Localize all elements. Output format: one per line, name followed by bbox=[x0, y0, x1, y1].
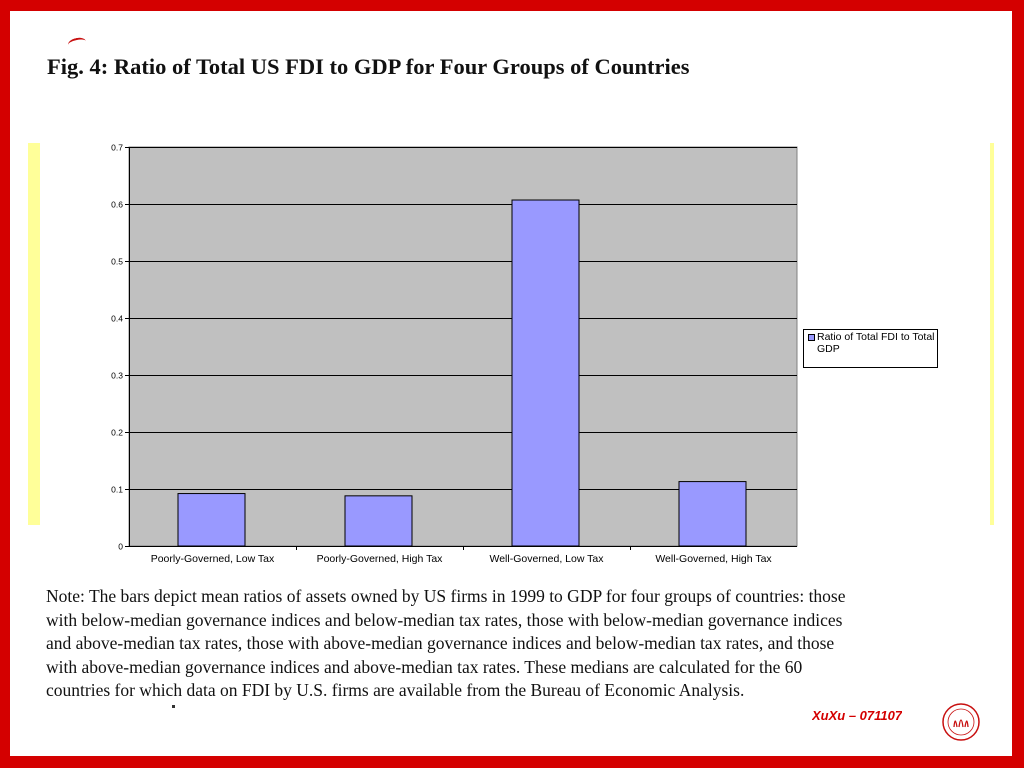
accent-strip-right bbox=[990, 143, 994, 525]
y-tick-label: 0.3 bbox=[111, 371, 123, 381]
y-tick-label: 0.6 bbox=[111, 200, 123, 210]
y-tick-label: 0.4 bbox=[111, 314, 123, 324]
x-tick-label: Poorly-Governed, High Tax bbox=[317, 553, 444, 565]
x-tick-label: Poorly-Governed, Low Tax bbox=[151, 553, 275, 565]
figure-note: Note: The bars depict mean ratios of ass… bbox=[46, 585, 994, 703]
footer-author-date: XuXu – 071107 bbox=[812, 708, 903, 720]
legend-label: Ratio of Total FDI to Total GDP bbox=[817, 331, 935, 355]
bar bbox=[344, 495, 413, 547]
bar-chart: 0 0.1 0.2 0.3 0.4 0.5 0.6 0.7 Poorly-Governed, L… bbox=[111, 143, 798, 565]
x-tick-label: Well-Governed, Low Tax bbox=[490, 553, 605, 565]
legend-swatch bbox=[808, 334, 815, 341]
stray-mark bbox=[172, 705, 175, 708]
note-line: with above-median governance indices and… bbox=[46, 656, 803, 677]
logo-swoosh-icon bbox=[67, 36, 87, 50]
note-line: countries for which data on FDI by U.S. … bbox=[46, 680, 745, 701]
note-line: and above-median tax rates, those with a… bbox=[46, 633, 835, 654]
bar bbox=[511, 199, 580, 547]
y-tick-label: 0.7 bbox=[111, 143, 123, 153]
note-line: Note: The bars depict mean ratios of ass… bbox=[46, 586, 846, 606]
bar bbox=[678, 481, 747, 547]
university-seal-icon bbox=[942, 703, 980, 741]
chart-legend: Ratio of Total FDI to Total GDP bbox=[803, 329, 938, 368]
x-tick-label: Well-Governed, High Tax bbox=[655, 553, 772, 565]
y-tick-label: 0.1 bbox=[111, 485, 123, 495]
bar bbox=[177, 493, 246, 547]
y-tick-label: 0.5 bbox=[111, 257, 123, 267]
figure-title: Fig. 4: Ratio of Total US FDI to GDP for… bbox=[47, 54, 690, 79]
y-tick-label: 0 bbox=[118, 542, 123, 552]
y-tick-label: 0.2 bbox=[111, 428, 123, 438]
accent-strip-left bbox=[28, 143, 40, 525]
slide: Fig. 4: Ratio of Total US FDI to GDP for… bbox=[10, 11, 1012, 756]
note-line: with below-median governance indices and… bbox=[46, 609, 843, 630]
plot-area bbox=[128, 146, 798, 547]
